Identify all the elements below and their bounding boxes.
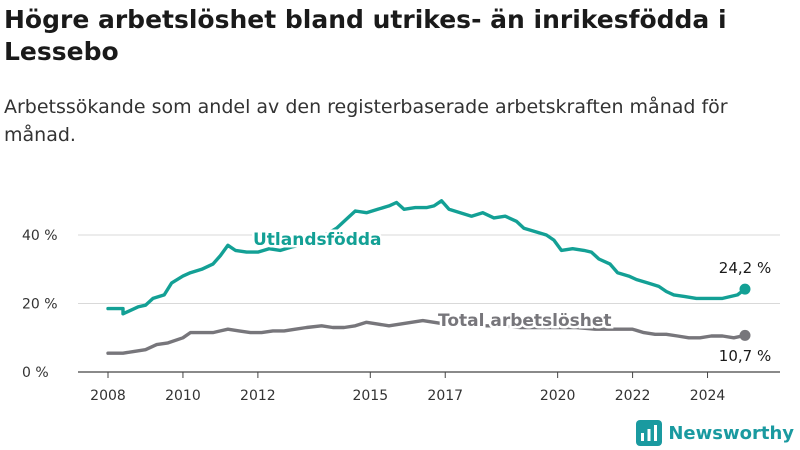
total-arbetsloshet-end-value: 10,7 %: [719, 347, 771, 365]
utlandsfodda-end-point: [739, 283, 751, 295]
x-tick-label: 2024: [690, 388, 726, 404]
chart-title: Högre arbetslöshet bland utrikes- än inr…: [4, 5, 727, 66]
bar-chart-logo-icon: [636, 420, 663, 446]
utlandsfodda-end-value: 24,2 %: [719, 259, 771, 277]
grid-layer: [78, 234, 780, 373]
total-arbetsloshet-series-label: Total arbetslöshet: [438, 311, 612, 331]
utlandsfodda-line: [106, 199, 747, 316]
x-tick-label: 2008: [90, 388, 126, 404]
brand-name: Newsworthy: [668, 422, 794, 444]
label-layer: Utlandsfödda Total arbetslöshet 24,2 % 10,7…: [251, 228, 772, 366]
total-arbetsloshet-end-point: [739, 329, 751, 341]
chart-subtitle: Arbetssökande som andel av den registerb…: [4, 96, 728, 146]
newsworthy-brand[interactable]: Newsworthy: [636, 420, 794, 446]
y-tick-label: 20 %: [22, 297, 58, 313]
x-tick-label: 2015: [352, 388, 388, 404]
x-tick-label: 2012: [240, 388, 276, 404]
total-arbetsloshet-line: [106, 318, 747, 355]
x-tick-label: 2010: [165, 388, 201, 404]
x-tick-label: 2017: [427, 388, 463, 404]
axis-layer: 0 % 20 % 40 % 2008 2010 2012 2015 2017 2020 2022 2…: [22, 228, 725, 404]
y-tick-label: 40 %: [22, 228, 58, 244]
x-tick-label: 2022: [615, 388, 651, 404]
utlandsfodda-series-label: Utlandsfödda: [253, 230, 382, 250]
y-tick-label: 0 %: [22, 365, 49, 381]
x-tick-label: 2020: [540, 388, 576, 404]
series-layer: [106, 199, 751, 355]
